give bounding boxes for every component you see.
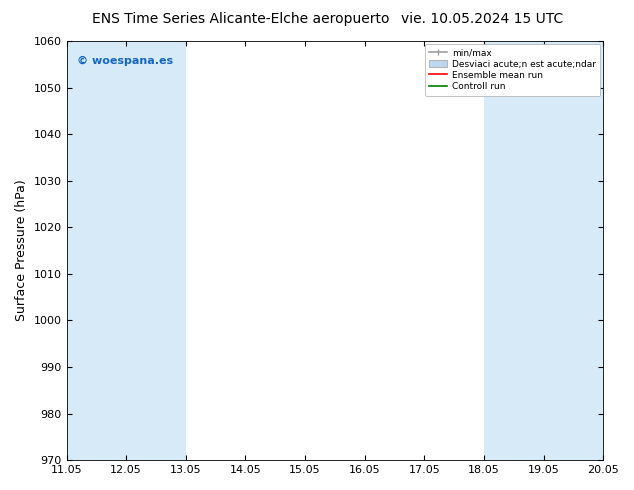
Text: ENS Time Series Alicante-Elche aeropuerto: ENS Time Series Alicante-Elche aeropuert… bbox=[92, 12, 390, 26]
Bar bbox=[543, 41, 603, 460]
Text: © woespana.es: © woespana.es bbox=[77, 56, 173, 66]
Bar bbox=[67, 41, 126, 460]
Text: vie. 10.05.2024 15 UTC: vie. 10.05.2024 15 UTC bbox=[401, 12, 563, 26]
Bar bbox=[126, 41, 186, 460]
Y-axis label: Surface Pressure (hPa): Surface Pressure (hPa) bbox=[15, 180, 28, 321]
Legend: min/max, Desviaci acute;n est acute;ndar, Ensemble mean run, Controll run: min/max, Desviaci acute;n est acute;ndar… bbox=[425, 44, 600, 96]
Bar bbox=[484, 41, 543, 460]
